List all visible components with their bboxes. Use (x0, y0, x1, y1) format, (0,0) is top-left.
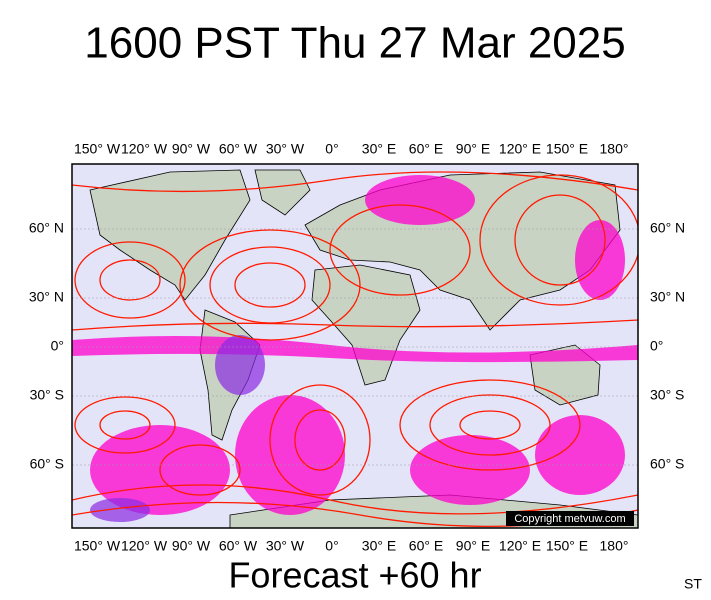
longitude-label-bottom: 120° E (499, 538, 541, 554)
latitude-label-left: 30° N (29, 289, 64, 305)
latitude-label-right: 0° (650, 338, 663, 354)
forecast-caption: Forecast +60 hr (228, 555, 481, 596)
longitude-label-bottom: 0° (325, 538, 338, 554)
longitude-label-bottom: 90° W (172, 538, 211, 554)
longitude-label-bottom: 90° E (456, 538, 490, 554)
longitude-label-bottom: 150° E (546, 538, 588, 554)
longitude-label-top: 60° E (409, 141, 443, 157)
longitude-label-bottom: 150° W (74, 538, 121, 554)
latitude-label-left: 30° S (30, 387, 64, 403)
latitude-label-left: 60° S (30, 456, 64, 472)
corner-text: ST (684, 576, 702, 592)
latitude-label-right: 60° S (650, 456, 684, 472)
longitude-label-bottom: 30° E (362, 538, 396, 554)
longitude-label-top: 0° (325, 141, 338, 157)
longitude-label-bottom: 120° W (121, 538, 168, 554)
latitude-label-left: 60° N (29, 220, 64, 236)
longitude-label-bottom: 60° E (409, 538, 443, 554)
longitude-label-top: 60° W (219, 141, 258, 157)
isobars (72, 171, 638, 527)
copyright-box (506, 511, 634, 526)
longitude-label-top: 150° W (74, 141, 121, 157)
longitude-label-top: 120° E (499, 141, 541, 157)
longitude-label-top: 150° E (546, 141, 588, 157)
map-area: Copyright metvuw.com (72, 164, 638, 528)
latitude-label-right: 60° N (650, 220, 685, 236)
longitude-label-bottom: 60° W (219, 538, 258, 554)
longitude-label-top: 180° (600, 141, 629, 157)
map-title: 1600 PST Thu 27 Mar 2025 (84, 19, 625, 68)
longitude-label-bottom: 30° W (266, 538, 305, 554)
map-frame (71, 163, 639, 529)
latitude-label-left: 0° (51, 338, 64, 354)
latitude-label-right: 30° N (650, 289, 685, 305)
longitude-label-top: 120° W (121, 141, 168, 157)
copyright: Copyright metvuw.com (514, 513, 625, 525)
longitude-label-bottom: 180° (600, 538, 629, 554)
longitude-label-top: 90° E (456, 141, 490, 157)
latitude-label-right: 30° S (650, 387, 684, 403)
longitude-label-top: 30° W (266, 141, 305, 157)
precipitation (72, 175, 638, 522)
longitude-label-top: 90° W (172, 141, 211, 157)
longitude-label-top: 30° E (362, 141, 396, 157)
